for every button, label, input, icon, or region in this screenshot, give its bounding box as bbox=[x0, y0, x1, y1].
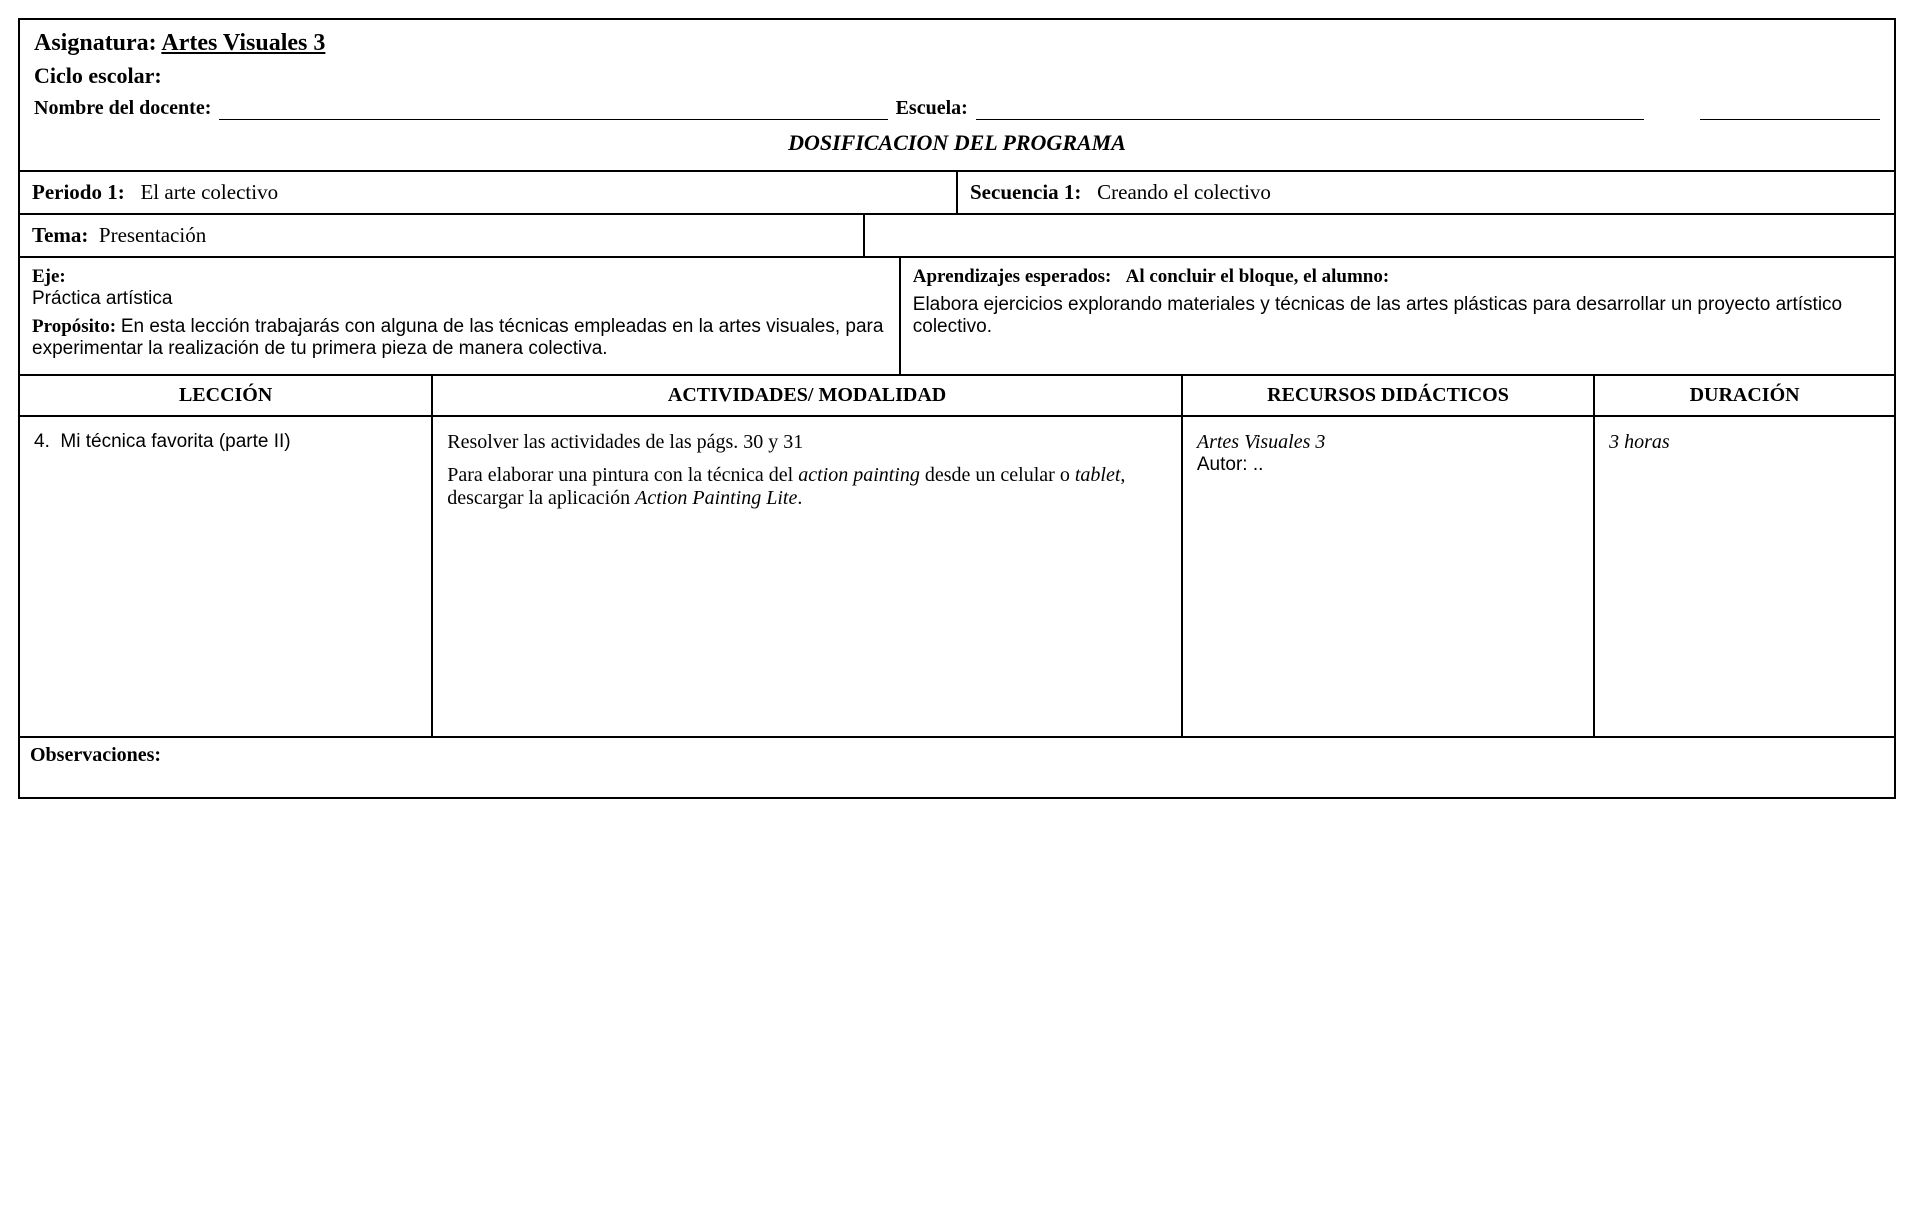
nombre-docente-fill bbox=[219, 100, 887, 120]
tema-value: Presentación bbox=[99, 223, 206, 247]
act2-c: desde un celular o bbox=[920, 464, 1075, 486]
actividades-cell: Resolver las actividades de las págs. 30… bbox=[432, 416, 1182, 736]
tema-cell: Tema: Presentación bbox=[20, 215, 863, 256]
eje-label: Eje: bbox=[32, 266, 66, 287]
aprendizajes-label: Aprendizajes esperados: bbox=[913, 266, 1112, 287]
eje-line: Eje: bbox=[32, 266, 887, 288]
escuela-fill-2 bbox=[1700, 100, 1880, 120]
aprendizajes-subtitle: Al concluir el bloque, el alumno: bbox=[1126, 266, 1390, 287]
header-leccion: LECCIÓN bbox=[20, 375, 432, 416]
periodo-secuencia-row: Periodo 1: El arte colectivo Secuencia 1… bbox=[20, 170, 1894, 213]
act2-g: . bbox=[797, 487, 802, 509]
proposito-block: Propósito: En esta lección trabajarás co… bbox=[32, 316, 887, 360]
tema-label: Tema: bbox=[32, 223, 88, 247]
tema-row: Tema: Presentación bbox=[20, 213, 1894, 256]
aprendizajes-header: Aprendizajes esperados: Al concluir el b… bbox=[913, 266, 1882, 288]
plan-table: LECCIÓN ACTIVIDADES/ MODALIDAD RECURSOS … bbox=[20, 374, 1894, 736]
tema-blank-cell bbox=[863, 215, 1894, 256]
plan-table-row: 4. Mi técnica favorita (parte II) Resolv… bbox=[20, 416, 1894, 736]
eje-aprendizajes-row: Eje: Práctica artística Propósito: En es… bbox=[20, 256, 1894, 374]
leccion-title: Mi técnica favorita (parte II) bbox=[60, 431, 290, 452]
recurso-title: Artes Visuales 3 bbox=[1197, 431, 1579, 454]
asignatura-value: Artes Visuales 3 bbox=[161, 30, 325, 56]
periodo-value: El arte colectivo bbox=[140, 180, 278, 204]
asignatura-label: Asignatura: bbox=[34, 30, 157, 56]
leccion-cell: 4. Mi técnica favorita (parte II) bbox=[20, 416, 432, 736]
proposito-value: En esta lección trabajarás con alguna de… bbox=[32, 316, 883, 359]
header-recursos: RECURSOS DIDÁCTICOS bbox=[1182, 375, 1594, 416]
act2-f: Action Painting Lite bbox=[635, 487, 797, 509]
lesson-plan-document: Asignatura: Artes Visuales 3 Ciclo escol… bbox=[18, 18, 1896, 799]
duracion-cell: 3 horas bbox=[1594, 416, 1894, 736]
recursos-cell: Artes Visuales 3 Autor: .. bbox=[1182, 416, 1594, 736]
act2-d: tablet bbox=[1075, 464, 1121, 486]
actividad-line-2: Para elaborar una pintura con la técnica… bbox=[447, 464, 1167, 510]
escuela-fill-1 bbox=[976, 100, 1644, 120]
act2-a: Para elaborar una pintura con la técnica… bbox=[447, 464, 798, 486]
plan-table-header-row: LECCIÓN ACTIVIDADES/ MODALIDAD RECURSOS … bbox=[20, 375, 1894, 416]
secuencia-label: Secuencia 1: bbox=[970, 180, 1081, 204]
secuencia-value: Creando el colectivo bbox=[1097, 180, 1271, 204]
header-actividades: ACTIVIDADES/ MODALIDAD bbox=[432, 375, 1182, 416]
program-title: DOSIFICACION DEL PROGRAMA bbox=[34, 124, 1880, 164]
aprendizajes-cell: Aprendizajes esperados: Al concluir el b… bbox=[901, 258, 1894, 374]
periodo-label: Periodo 1: bbox=[32, 180, 125, 204]
header-block: Asignatura: Artes Visuales 3 Ciclo escol… bbox=[20, 20, 1894, 170]
secuencia-cell: Secuencia 1: Creando el colectivo bbox=[958, 172, 1894, 213]
observaciones-label: Observaciones: bbox=[30, 744, 161, 766]
ciclo-escolar-label: Ciclo escolar: bbox=[34, 63, 1880, 89]
actividad-line-1: Resolver las actividades de las págs. 30… bbox=[447, 431, 1167, 454]
nombre-docente-label: Nombre del docente: bbox=[34, 97, 211, 120]
eje-cell: Eje: Práctica artística Propósito: En es… bbox=[20, 258, 901, 374]
leccion-number: 4. bbox=[34, 431, 50, 452]
teacher-school-row: Nombre del docente: Escuela: bbox=[34, 97, 1880, 120]
proposito-label: Propósito: bbox=[32, 316, 116, 337]
escuela-label: Escuela: bbox=[896, 97, 968, 120]
periodo-cell: Periodo 1: El arte colectivo bbox=[20, 172, 958, 213]
act2-b: action painting bbox=[798, 464, 920, 486]
recurso-autor: Autor: .. bbox=[1197, 454, 1579, 476]
aprendizajes-body: Elabora ejercicios explorando materiales… bbox=[913, 294, 1882, 338]
asignatura-line: Asignatura: Artes Visuales 3 bbox=[34, 30, 1880, 57]
observaciones-row: Observaciones: bbox=[20, 736, 1894, 797]
header-duracion: DURACIÓN bbox=[1594, 375, 1894, 416]
eje-value: Práctica artística bbox=[32, 288, 887, 310]
